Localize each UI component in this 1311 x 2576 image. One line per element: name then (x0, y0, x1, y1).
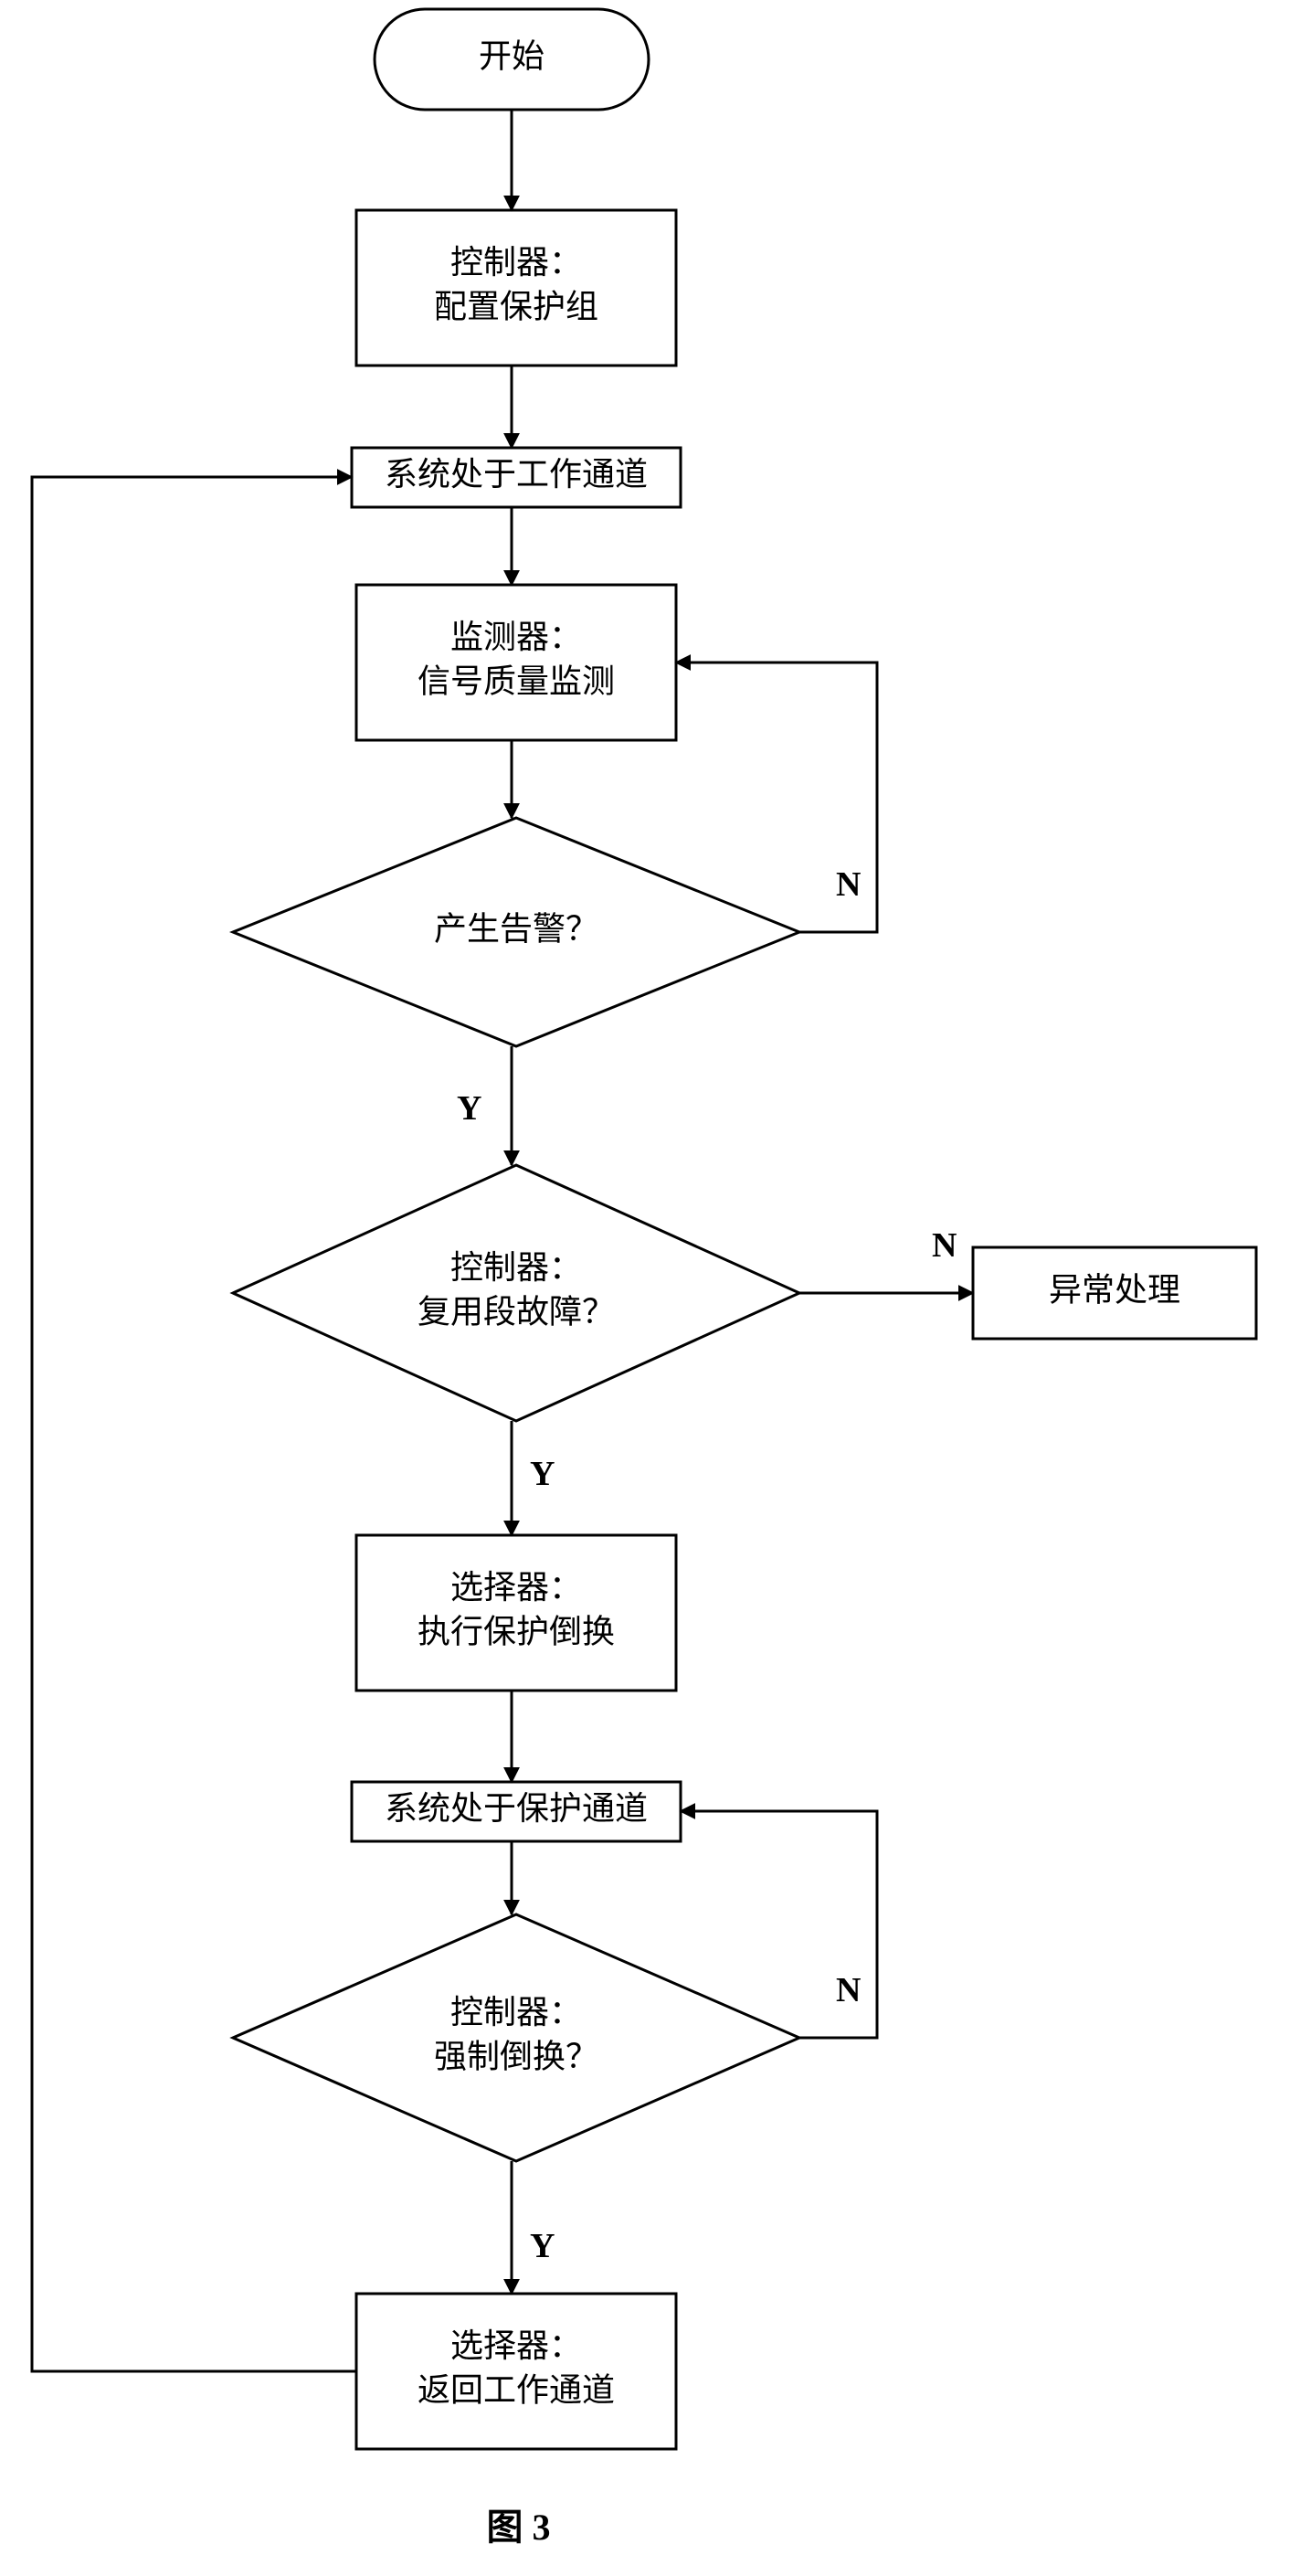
node-start-text: 开始 (479, 37, 544, 74)
node-return-text: 选择器： (450, 2327, 582, 2364)
node-fault-text: 控制器： (450, 1249, 582, 1286)
node-exec-text: 选择器： (450, 1569, 582, 1606)
node-working-text: 系统处于工作通道 (385, 456, 648, 493)
edge-12 (32, 477, 356, 2371)
node-exec-text: 执行保护倒换 (418, 1614, 615, 1650)
edge-label-4: Y (457, 1089, 481, 1128)
node-config-text: 控制器： (450, 244, 582, 281)
node-fault-text: 复用段故障？ (418, 1294, 615, 1330)
node-config-text: 配置保护组 (434, 289, 598, 325)
node-protect-text: 系统处于保护通道 (385, 1790, 648, 1827)
node-alarm-text: 产生告警？ (434, 910, 598, 947)
node-return-text: 返回工作通道 (418, 2372, 615, 2409)
node-monitor-text: 监测器： (450, 619, 582, 655)
edge-label-11: N (836, 1971, 861, 2009)
flowchart: Y N Y N Y N 开始控制器： 配置保护组系统处于工作通道监测器： 信号质量监测产生告警？… (0, 0, 1311, 2576)
figure-caption: 图 3 (487, 2507, 551, 2548)
edge-label-7: N (932, 1226, 957, 1265)
node-force-text: 强制倒换？ (434, 2039, 598, 2075)
node-exception-text: 异常处理 (1049, 1271, 1180, 1308)
edge-label-10: Y (530, 2227, 555, 2265)
edge-label-6: Y (530, 1455, 555, 1493)
node-force-text: 控制器： (450, 1994, 582, 2030)
node-monitor-text: 信号质量监测 (418, 663, 615, 700)
edge-label-5: N (836, 865, 861, 904)
